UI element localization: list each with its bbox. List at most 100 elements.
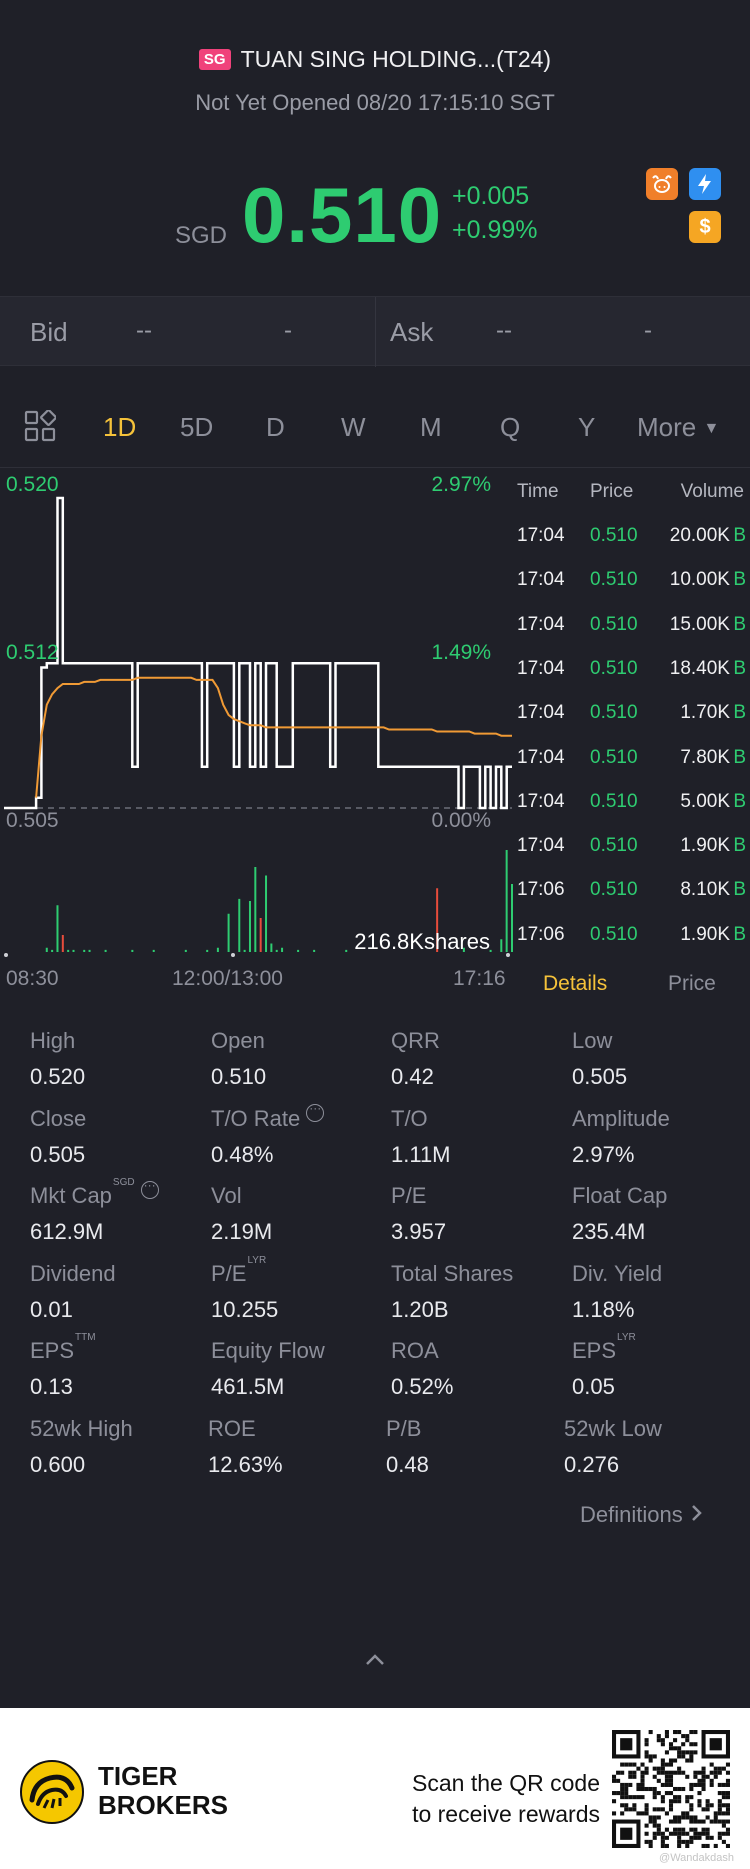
trade-volume: 8.10K (680, 879, 730, 901)
stat-value: 0.01 (30, 1296, 73, 1322)
stat-value: 12.63% (208, 1451, 283, 1477)
more-info-icon[interactable] (306, 1101, 325, 1122)
stat-label: T/O (391, 1105, 428, 1131)
volume-bar (505, 850, 508, 952)
trade-row: 17:04 0.510 15.00K B (515, 614, 750, 658)
tab-more[interactable]: More ▼ (637, 412, 719, 443)
layout-grid-icon[interactable] (24, 409, 57, 449)
stat-label: Low (572, 1028, 613, 1053)
stat-value: 1.11M (391, 1141, 451, 1167)
tab-details[interactable]: Details (543, 972, 608, 995)
trade-side: B (733, 657, 746, 679)
brand-line2: BROKERS (98, 1790, 229, 1820)
trade-side: B (733, 702, 746, 724)
trade-time: 17:04 (517, 746, 565, 768)
stat-value: 0.510 (211, 1064, 267, 1089)
trade-price: 0.510 (590, 746, 638, 768)
stat-value: 0.13 (30, 1374, 73, 1399)
stat-label: Dividend (30, 1260, 116, 1286)
stat-label: EPSLYR (572, 1332, 636, 1363)
trade-volume: 15.00K (669, 613, 730, 635)
tab-more-label: More (637, 412, 697, 442)
trade-time: 17:04 (517, 657, 565, 679)
stat-label-sup: SGD (112, 1177, 135, 1188)
stat-item: P/ELYR 10.255 (211, 1255, 278, 1323)
stat-item: QRR 0.42 (391, 1028, 440, 1090)
chevron-up-icon[interactable] (365, 1652, 385, 1672)
volume-bar (216, 947, 219, 952)
more-info-icon[interactable] (140, 1178, 159, 1199)
stat-label: T/O Rate (211, 1101, 325, 1132)
trade-row: 17:06 0.510 1.90K B (515, 924, 750, 968)
trade-volume: 5.00K (680, 790, 730, 812)
volume-bar (238, 898, 241, 952)
volume-bar (248, 901, 251, 952)
stat-item: Equity Flow 461.5M (211, 1338, 325, 1400)
trade-time: 17:04 (517, 702, 565, 724)
price-change: +0.005 (452, 182, 530, 210)
tab-d[interactable]: D (266, 412, 285, 442)
ask-size: - (644, 317, 652, 344)
lightning-icon[interactable] (689, 168, 721, 200)
stat-value: 1.18% (572, 1296, 635, 1322)
bid-ask-bar: Bid -- - Ask -- - (0, 296, 750, 367)
price-line (4, 496, 512, 810)
trade-price: 0.510 (590, 923, 638, 945)
bid-price: -- (136, 317, 152, 344)
stat-label: Mkt CapSGD (30, 1177, 159, 1209)
trade-time: 17:06 (517, 879, 565, 901)
volume-bar (281, 947, 284, 952)
trade-time: 17:04 (517, 790, 565, 812)
volume-bar (61, 935, 64, 952)
trades-header-time: Time (517, 481, 559, 502)
stat-label-sup: LYR (617, 1332, 636, 1343)
tab-price[interactable]: Price (668, 972, 716, 995)
stat-label: ROA (391, 1338, 439, 1363)
stat-value: 1.20B (391, 1296, 449, 1322)
intraday-chart[interactable]: 0.520 0.512 0.505 2.97% 1.49% 0.00% 216.… (0, 468, 515, 968)
stat-label: Total Shares (391, 1260, 514, 1286)
dollar-icon[interactable]: $ (689, 211, 721, 243)
stat-item: Low 0.505 (572, 1028, 627, 1090)
avg-price-line (35, 676, 512, 798)
tab-m[interactable]: M (420, 412, 442, 442)
trade-side: B (733, 923, 746, 945)
market-badge: SG (198, 49, 231, 70)
stat-value: 2.19M (211, 1219, 273, 1244)
volume-bar (297, 949, 300, 952)
trade-volume: 7.80K (680, 746, 730, 768)
pct-label-low: 0.00% (431, 809, 491, 832)
stat-item: ROE 12.63% (208, 1416, 283, 1478)
stat-value: 0.505 (30, 1141, 86, 1167)
volume-bar (436, 888, 439, 952)
tab-q[interactable]: Q (500, 412, 521, 442)
watermark: @Wandakdash (659, 1852, 734, 1864)
qr-code-icon[interactable] (612, 1730, 730, 1848)
stat-label: Open (211, 1028, 265, 1053)
tab-y[interactable]: Y (578, 412, 596, 442)
definitions-link[interactable]: Definitions (580, 1502, 703, 1528)
bull-icon[interactable] (646, 168, 678, 200)
stock-title[interactable]: TUAN SING HOLDING...(T24) (240, 46, 552, 72)
stat-item: Open 0.510 (211, 1028, 266, 1090)
stat-value: 235.4M (572, 1219, 646, 1244)
tab-w[interactable]: W (341, 412, 366, 442)
stat-item: Dividend 0.01 (30, 1261, 116, 1323)
trade-row: 17:04 0.510 18.40K B (515, 658, 750, 702)
trade-time: 17:04 (517, 525, 565, 546)
stat-item: Mkt CapSGD 612.9M (30, 1177, 159, 1245)
stat-item: T/O Rate 0.48% (211, 1101, 325, 1168)
bid-ask-divider (375, 297, 376, 367)
trade-side: B (733, 790, 746, 812)
volume-total-label: 216.8Kshares (354, 929, 490, 954)
stat-item: EPSLYR 0.05 (572, 1332, 636, 1400)
volume-bar (259, 918, 262, 952)
stat-value: 0.276 (564, 1451, 620, 1477)
tab-1d[interactable]: 1D (103, 412, 137, 442)
volume-bar (104, 949, 107, 952)
trade-volume: 10.00K (669, 569, 730, 591)
tab-5d[interactable]: 5D (180, 412, 214, 442)
volume-bar (500, 939, 503, 952)
volume-bar (243, 949, 246, 952)
stat-label: 52wk High (30, 1415, 133, 1441)
